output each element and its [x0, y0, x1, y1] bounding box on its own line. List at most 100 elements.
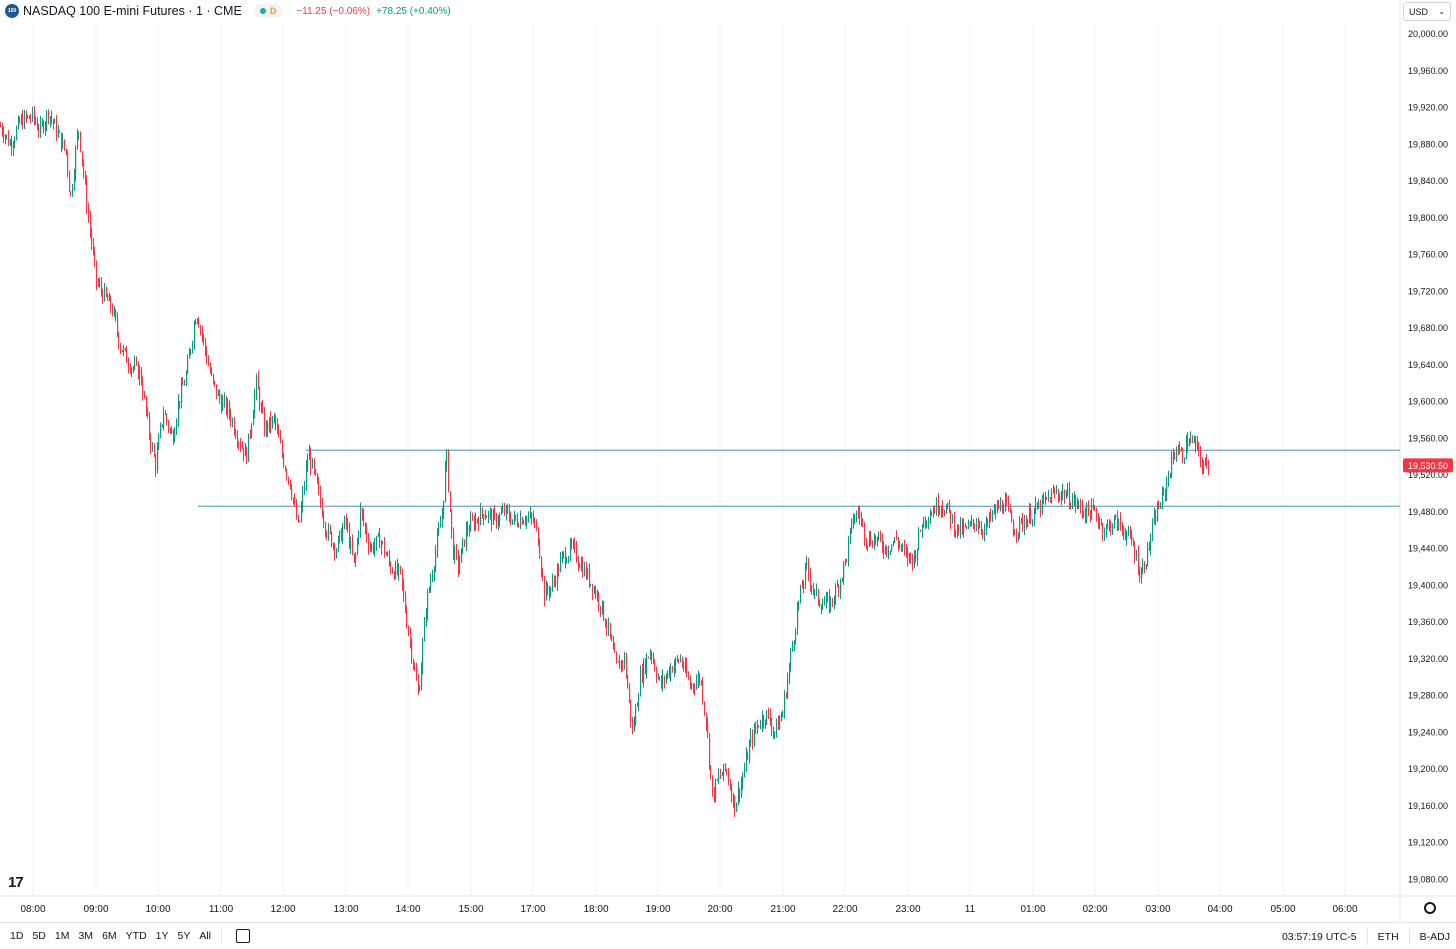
candle-body — [147, 411, 149, 416]
tradingview-logo[interactable]: 17 — [8, 874, 24, 891]
candle-body — [310, 451, 312, 469]
time-axis: 08:00 09:00 10:00 11:00 12:00 13:00 14:00 15:00… — [20, 904, 1357, 915]
candle-body — [653, 657, 655, 662]
range-3m[interactable]: 3M — [78, 930, 94, 942]
range-6m[interactable]: 6M — [102, 930, 117, 942]
currency-selector[interactable]: USD ⌄ — [1403, 2, 1451, 21]
candle-body — [1165, 490, 1167, 495]
symbol-logo[interactable]: 100 — [5, 4, 19, 18]
candle-body — [418, 680, 420, 691]
candle-body — [419, 689, 421, 691]
candle-body — [651, 652, 653, 658]
last-price-badge — [1403, 458, 1453, 473]
candle-body — [928, 521, 930, 523]
candle-body — [1160, 505, 1162, 509]
clock[interactable]: 03:57:19 UTC-5 — [1281, 930, 1357, 943]
candle-body — [843, 562, 845, 579]
candle-body — [1114, 516, 1116, 527]
symbol-title[interactable]: NASDAQ 100 E-mini Futures · 1 · CME — [23, 4, 242, 18]
status-right: 03:57:19 UTC-5 ETH B-ADJ — [1282, 923, 1450, 949]
candle-body — [810, 574, 812, 586]
candle-body — [1150, 538, 1152, 549]
candle-body — [946, 507, 948, 514]
market-status[interactable]: D — [253, 4, 283, 18]
candle-body — [349, 527, 351, 547]
candle-body — [416, 669, 418, 681]
candle-body — [494, 511, 496, 515]
candle-body — [288, 477, 290, 480]
candle-body — [330, 527, 332, 533]
candle-body — [1034, 510, 1036, 521]
range-1y[interactable]: 1Y — [155, 930, 169, 942]
candle-body — [544, 577, 546, 601]
candle-body — [126, 348, 128, 363]
candle-body — [1131, 534, 1133, 543]
candle-body — [712, 775, 714, 792]
candle-body — [405, 595, 407, 612]
candle-body — [413, 659, 415, 667]
candle-body — [219, 392, 221, 400]
candle-body — [552, 580, 554, 588]
candle-body — [1080, 501, 1082, 507]
candle-body — [728, 771, 730, 782]
candle-body — [955, 532, 957, 534]
candle-body — [90, 217, 92, 232]
range-1d[interactable]: 1D — [10, 930, 24, 942]
candle-body — [102, 291, 104, 301]
candle-body — [203, 336, 205, 340]
range-5d[interactable]: 5D — [32, 930, 46, 942]
candle-body — [1042, 497, 1044, 513]
candle-body — [298, 518, 300, 522]
candle-body — [925, 517, 927, 524]
candle-body — [1122, 526, 1124, 529]
candle-body — [1126, 534, 1128, 539]
time-tick-label: 06:00 — [1332, 904, 1357, 915]
candle-body — [896, 537, 898, 540]
candle-body — [978, 524, 980, 528]
horizontal-levels — [198, 449, 1400, 507]
candle-body — [662, 676, 664, 686]
candle-body — [899, 545, 901, 547]
candle-body — [670, 667, 672, 676]
candle-body — [1003, 510, 1005, 512]
candle-body — [784, 694, 786, 712]
candle-body — [26, 113, 28, 118]
candle-body — [448, 450, 450, 492]
range-1m[interactable]: 1M — [54, 930, 70, 942]
time-tick-label: 11 — [965, 904, 976, 915]
candle-body — [821, 605, 823, 610]
candle-body — [536, 522, 538, 528]
range-ytd[interactable]: YTD — [125, 930, 147, 942]
range-5y[interactable]: 5Y — [177, 930, 191, 942]
candle-body — [686, 663, 688, 675]
candle-body — [430, 579, 432, 589]
candle-body — [704, 702, 706, 714]
candle-body — [1096, 508, 1098, 518]
candle-body — [1110, 522, 1112, 532]
candle-body — [632, 721, 634, 730]
candle-body — [587, 569, 589, 578]
gear-icon[interactable] — [1424, 902, 1436, 914]
price-tick-label: 19,760.00 — [1408, 250, 1448, 260]
chevron-down-icon: ⌄ — [1438, 7, 1445, 16]
adjustment-toggle[interactable]: B-ADJ — [1419, 930, 1450, 943]
candle-body — [440, 523, 442, 528]
session-toggle[interactable]: ETH — [1377, 930, 1399, 943]
calendar-icon[interactable] — [236, 929, 251, 943]
candle-body — [258, 375, 260, 390]
candle-body — [579, 565, 581, 569]
candle-body — [323, 516, 325, 524]
time-tick-label: 21:00 — [770, 904, 795, 915]
candle-body — [149, 415, 151, 436]
candle-body — [856, 512, 858, 520]
candle-body — [382, 541, 384, 543]
price-tick-label: 19,920.00 — [1408, 103, 1448, 113]
time-tick-label: 04:00 — [1207, 904, 1232, 915]
price-chart[interactable]: 20,000.00 19,960.00 19,920.00 19,880.00 19,8… — [0, 0, 1456, 922]
candle-body — [190, 349, 192, 353]
range-all[interactable]: All — [199, 930, 212, 942]
price-tick-label: 19,280.00 — [1408, 691, 1448, 701]
candle-body — [944, 510, 946, 514]
candle-body — [782, 711, 784, 717]
candle-body — [979, 526, 981, 528]
